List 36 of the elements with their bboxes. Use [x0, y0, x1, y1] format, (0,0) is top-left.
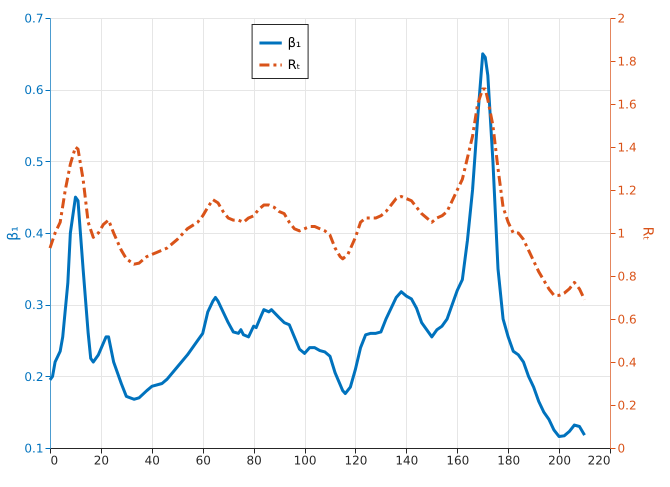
y2-tick-label: 1.4 [618, 140, 637, 154]
y2-tick-label: 0.8 [618, 270, 637, 284]
y-axis-title: β₁ [5, 226, 22, 241]
y2-tick-label: 0 [618, 442, 626, 456]
x-tick-label: 20 [94, 454, 110, 468]
y2-tick-label: 2 [618, 12, 626, 26]
y-tick-label: 0.6 [24, 83, 44, 98]
x-tick-label: 200 [548, 454, 572, 468]
y2-tick-label: 1.2 [618, 184, 637, 198]
y-tick-label: 0.1 [24, 442, 44, 456]
line-series [48, 87, 586, 302]
x-tick-label: 0 [50, 454, 58, 468]
y2-tick-label: 1.6 [618, 98, 637, 112]
y2-tick-label: 1 [618, 226, 626, 240]
y2-tick-label: 0.2 [618, 398, 637, 412]
y2-tick-label: 1.8 [618, 54, 637, 68]
y2-tick-label: 0.6 [618, 312, 637, 326]
x-tick-label: 100 [294, 454, 316, 468]
x-tick-label: 180 [497, 454, 520, 468]
legend-label: Rₜ [288, 58, 301, 73]
y-tick-label: 0.5 [24, 154, 44, 169]
line-series [48, 52, 586, 438]
y2-tick-label: 0.4 [618, 356, 637, 370]
x-tick-label: 220 [588, 454, 610, 468]
x-tick-label: 80 [246, 454, 262, 468]
x-tick-label: 120 [344, 454, 368, 468]
x-tick-label: 40 [144, 454, 160, 468]
x-tick-label: 140 [395, 454, 418, 468]
x-tick-label: 160 [446, 454, 470, 468]
x-tick-label: 60 [196, 454, 211, 468]
y-tick-label: 0.7 [24, 12, 44, 26]
y-tick-label: 0.2 [24, 370, 44, 384]
y-tick-label: 0.4 [24, 226, 44, 240]
y2-axis-title: Rₜ [640, 226, 656, 240]
y-tick-label: 0.3 [24, 298, 44, 312]
legend-label: β₁ [288, 36, 302, 51]
